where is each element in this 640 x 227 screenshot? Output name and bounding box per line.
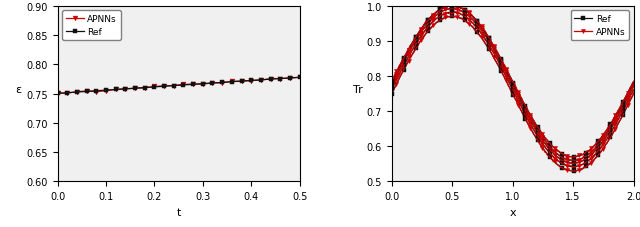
APNNs [209, 82, 216, 85]
Ref [83, 91, 90, 93]
APNNs [63, 92, 71, 95]
APNNs [453, 17, 461, 20]
Ref [433, 22, 440, 25]
Ref [180, 84, 188, 87]
Ref [170, 85, 178, 88]
APNNs [218, 82, 226, 85]
Ref [611, 128, 619, 131]
APNNs [296, 77, 303, 79]
Y-axis label: Tr: Tr [353, 84, 363, 94]
APNNs [122, 88, 129, 91]
Ref [218, 82, 226, 84]
APNNs [228, 81, 236, 83]
APNNs [102, 90, 110, 93]
Ref [189, 84, 197, 86]
APNNs [170, 85, 178, 88]
Ref [150, 86, 158, 89]
Ref [63, 92, 71, 95]
APNNs [237, 80, 245, 83]
Ref [630, 93, 637, 96]
Ref [453, 17, 461, 19]
APNNs [160, 85, 168, 88]
Ref [569, 170, 577, 173]
Ref [388, 93, 396, 96]
Ref [54, 93, 61, 95]
Ref [93, 90, 100, 93]
APNNs [150, 86, 158, 89]
Ref [449, 16, 456, 19]
APNNs [73, 91, 81, 94]
Ref [209, 82, 216, 85]
Line: Ref: Ref [56, 76, 301, 96]
Ref [122, 88, 129, 91]
APNNs [267, 78, 275, 81]
APNNs [54, 92, 61, 95]
Ref [248, 80, 255, 82]
APNNs [570, 170, 578, 173]
Ref [73, 91, 81, 94]
X-axis label: x: x [509, 207, 516, 217]
Line: APNNs: APNNs [390, 14, 636, 173]
Ref [131, 87, 139, 90]
APNNs [83, 90, 90, 93]
Ref [102, 89, 110, 92]
Legend: APNNs, Ref: APNNs, Ref [62, 11, 120, 41]
Ref [276, 78, 284, 81]
Ref [267, 79, 275, 81]
Line: APNNs: APNNs [55, 76, 302, 96]
APNNs [189, 83, 197, 86]
X-axis label: t: t [177, 207, 180, 217]
APNNs [433, 22, 440, 24]
APNNs [620, 111, 628, 114]
APNNs [112, 89, 120, 91]
Ref [141, 87, 148, 89]
Ref [237, 80, 245, 83]
APNNs [257, 79, 265, 82]
Ref [160, 86, 168, 88]
Ref [296, 76, 303, 79]
Y-axis label: ε: ε [15, 84, 21, 94]
Ref [620, 112, 628, 115]
APNNs [93, 91, 100, 94]
APNNs [131, 87, 139, 90]
APNNs [199, 83, 207, 86]
APNNs [248, 80, 255, 83]
APNNs [276, 78, 284, 81]
Ref [286, 77, 294, 80]
Ref [403, 64, 410, 67]
APNNs [286, 77, 294, 80]
Ref [228, 81, 236, 84]
Ref [112, 89, 120, 91]
APNNs [403, 64, 410, 67]
Line: Ref: Ref [390, 15, 636, 173]
APNNs [388, 93, 396, 96]
APNNs [180, 84, 188, 86]
Ref [257, 79, 265, 82]
APNNs [141, 87, 148, 90]
Legend: Ref, APNNs: Ref, APNNs [571, 11, 629, 41]
APNNs [447, 15, 455, 18]
APNNs [397, 74, 405, 76]
Ref [397, 74, 405, 76]
APNNs [611, 128, 619, 131]
Ref [199, 83, 207, 86]
APNNs [630, 92, 637, 95]
